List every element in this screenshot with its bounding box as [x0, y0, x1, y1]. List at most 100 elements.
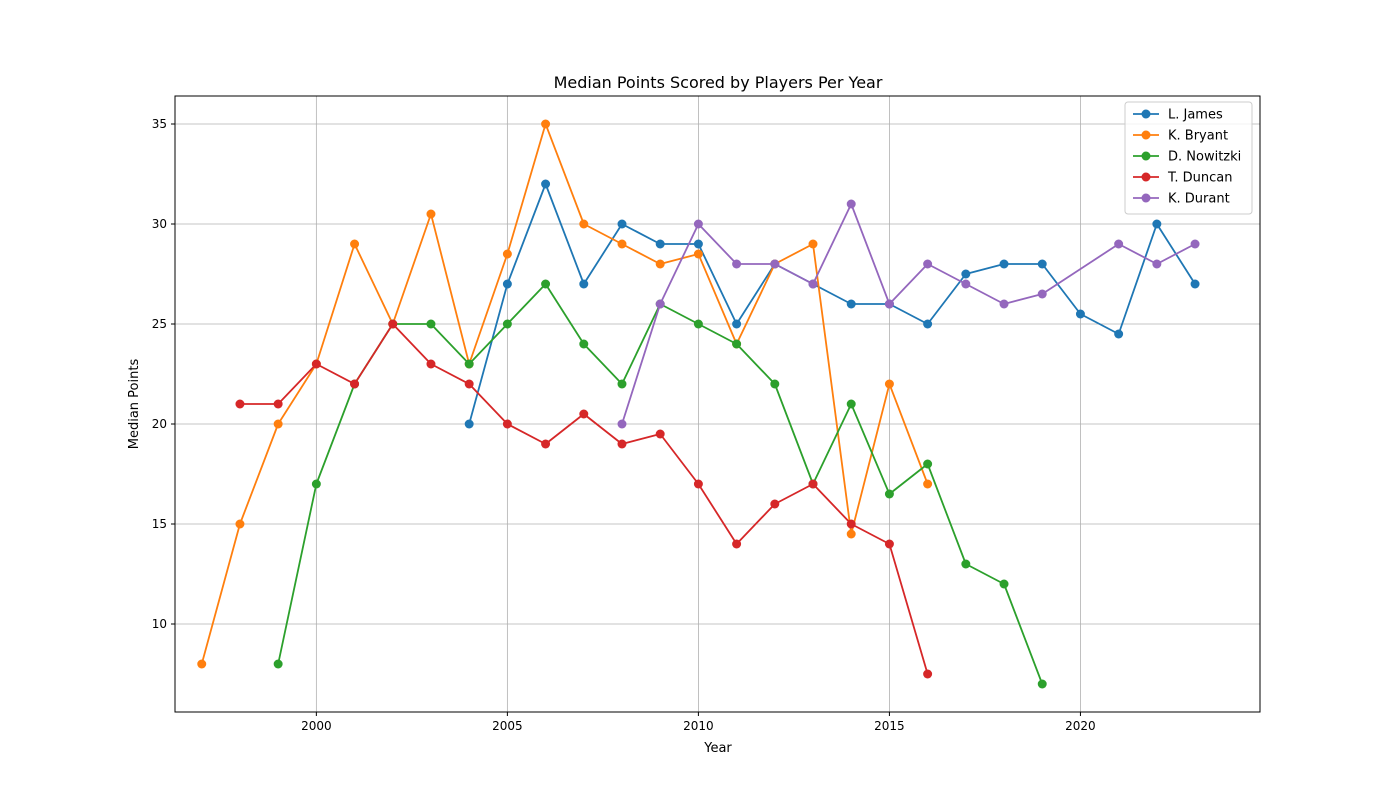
y-tick-label: 25 [152, 317, 167, 331]
data-point [579, 219, 589, 229]
series-t-duncan [235, 319, 933, 679]
data-point [923, 669, 933, 679]
data-point [388, 319, 398, 329]
x-tick-label: 2015 [874, 719, 905, 733]
data-point [961, 559, 971, 569]
legend-label: K. Bryant [1168, 129, 1228, 144]
data-point [273, 419, 283, 429]
data-point [732, 339, 742, 349]
data-point [464, 359, 474, 369]
data-point [923, 319, 933, 329]
legend-box [1124, 101, 1253, 215]
data-point [999, 259, 1009, 269]
data-point [884, 299, 894, 309]
data-point [350, 379, 360, 389]
data-point [655, 259, 665, 269]
data-point [655, 299, 665, 309]
data-point [961, 279, 971, 289]
data-point [1037, 289, 1047, 299]
data-point [1152, 259, 1162, 269]
data-point [1037, 259, 1047, 269]
data-point [846, 199, 856, 209]
legend-item: L. James [1133, 108, 1223, 123]
data-point [1190, 279, 1200, 289]
data-point [770, 259, 780, 269]
legend-item: K. Bryant [1133, 129, 1228, 144]
data-point [693, 239, 703, 249]
data-point [541, 119, 551, 129]
data-point [617, 439, 627, 449]
y-tick-label: 30 [152, 217, 167, 231]
data-point [846, 299, 856, 309]
data-point [999, 579, 1009, 589]
legend-marker [1141, 193, 1151, 203]
data-point [693, 219, 703, 229]
data-point [426, 359, 436, 369]
data-point [770, 379, 780, 389]
y-tick-label: 15 [152, 517, 167, 531]
legend-label: T. Duncan [1167, 171, 1233, 186]
legend: L. James K. Bryant D. Nowitzki T. Duncan K. … [1124, 101, 1253, 215]
data-point [273, 659, 283, 669]
chart-title: Median Points Scored by Players Per Year [554, 73, 883, 92]
y-axis-title: Median Points [127, 359, 142, 450]
data-point [1114, 329, 1124, 339]
data-point [464, 379, 474, 389]
data-point [617, 419, 627, 429]
series-k-durant [617, 199, 1200, 429]
data-point [502, 319, 512, 329]
grid [175, 96, 1260, 712]
data-point [732, 319, 742, 329]
data-point [197, 659, 207, 669]
legend-label: K. Durant [1168, 192, 1230, 207]
data-point [350, 239, 360, 249]
legend-item: K. Durant [1133, 192, 1230, 207]
data-point [579, 339, 589, 349]
data-point [426, 209, 436, 219]
data-point [235, 519, 245, 529]
data-point [846, 519, 856, 529]
data-point [846, 399, 856, 409]
data-point [923, 259, 933, 269]
data-point [808, 279, 818, 289]
data-point [502, 279, 512, 289]
legend-item: D. Nowitzki [1133, 150, 1241, 165]
series-layer [197, 119, 1200, 689]
data-point [732, 539, 742, 549]
data-point [808, 239, 818, 249]
data-point [999, 299, 1009, 309]
data-point [1152, 219, 1162, 229]
x-tick-label: 2005 [492, 719, 523, 733]
data-point [732, 259, 742, 269]
y-tick-label: 10 [152, 617, 167, 631]
data-point [1075, 309, 1085, 319]
legend-label: D. Nowitzki [1168, 150, 1241, 165]
y-tick-label: 20 [152, 417, 167, 431]
data-point [770, 499, 780, 509]
data-point [655, 239, 665, 249]
data-point [541, 279, 551, 289]
data-point [579, 279, 589, 289]
data-point [502, 419, 512, 429]
data-point [311, 479, 321, 489]
x-tick-label: 2010 [683, 719, 714, 733]
data-point [464, 419, 474, 429]
legend-marker [1141, 172, 1151, 182]
data-point [541, 179, 551, 189]
y-tick-label: 35 [152, 117, 167, 131]
data-point [502, 249, 512, 259]
data-point [923, 459, 933, 469]
data-point [311, 359, 321, 369]
data-point [808, 479, 818, 489]
x-axis-title: Year [703, 741, 732, 756]
data-point [1114, 239, 1124, 249]
series-l-james [464, 179, 1200, 429]
legend-marker [1141, 109, 1151, 119]
data-point [541, 439, 551, 449]
data-point [617, 379, 627, 389]
data-point [617, 239, 627, 249]
data-point [693, 479, 703, 489]
legend-marker [1141, 130, 1151, 140]
data-point [655, 429, 665, 439]
